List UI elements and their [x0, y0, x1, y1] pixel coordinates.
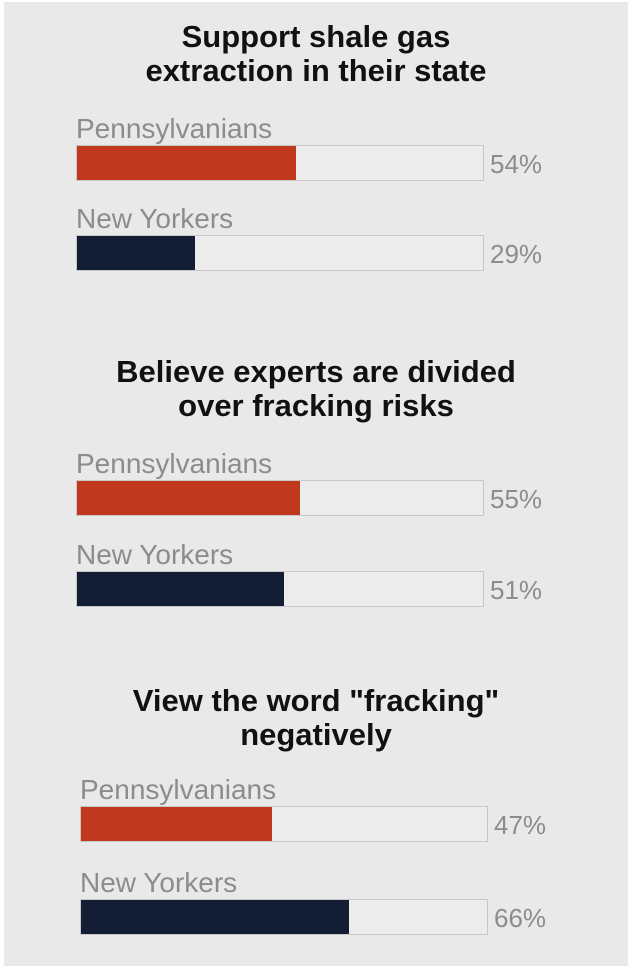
bar-row: Pennsylvanians 47%: [80, 775, 635, 859]
bar-track: [76, 235, 484, 271]
bar-track: [76, 145, 484, 181]
value-label: 47%: [494, 810, 546, 840]
bar: [81, 900, 349, 934]
value-label: 51%: [490, 575, 542, 605]
bar: [77, 481, 300, 515]
category-label: New Yorkers: [76, 204, 233, 234]
category-label: Pennsylvanians: [76, 449, 272, 479]
bar-track: [80, 806, 488, 842]
bar-row: Pennsylvanians 55%: [76, 449, 635, 533]
chart-title-line: Support shale gas: [182, 19, 451, 54]
bar: [77, 236, 195, 270]
category-label: Pennsylvanians: [76, 114, 272, 144]
chart-title-line: View the word "fracking": [133, 683, 499, 718]
bar-track: [76, 480, 484, 516]
value-label: 55%: [490, 484, 542, 514]
chart-title-line: Believe experts are divided: [116, 354, 516, 389]
chart-title-line: over fracking risks: [178, 388, 454, 423]
category-label: Pennsylvanians: [80, 775, 276, 805]
chart-panel: Believe experts are divided over frackin…: [4, 355, 628, 645]
bar-row: New Yorkers 66%: [80, 868, 635, 952]
chart-title: View the word "fracking" negatively: [4, 684, 628, 752]
bar: [81, 807, 272, 841]
bar-row: New Yorkers 51%: [76, 540, 635, 624]
value-label: 66%: [494, 903, 546, 933]
bar-track: [80, 899, 488, 935]
chart-panel: View the word "fracking" negatively Penn…: [4, 684, 628, 966]
chart-panel: Support shale gas extraction in their st…: [4, 20, 628, 310]
bar: [77, 572, 284, 606]
bar-track: [76, 571, 484, 607]
chart-title-line: negatively: [240, 717, 392, 752]
chart-title: Believe experts are divided over frackin…: [4, 355, 628, 423]
bar-row: Pennsylvanians 54%: [76, 114, 635, 198]
bar-row: New Yorkers 29%: [76, 204, 635, 288]
chart-title: Support shale gas extraction in their st…: [4, 20, 628, 88]
category-label: New Yorkers: [80, 868, 237, 898]
category-label: New Yorkers: [76, 540, 233, 570]
bar: [77, 146, 296, 180]
value-label: 29%: [490, 239, 542, 269]
value-label: 54%: [490, 149, 542, 179]
chart-figure: Support shale gas extraction in their st…: [4, 2, 628, 966]
chart-title-line: extraction in their state: [145, 53, 486, 88]
